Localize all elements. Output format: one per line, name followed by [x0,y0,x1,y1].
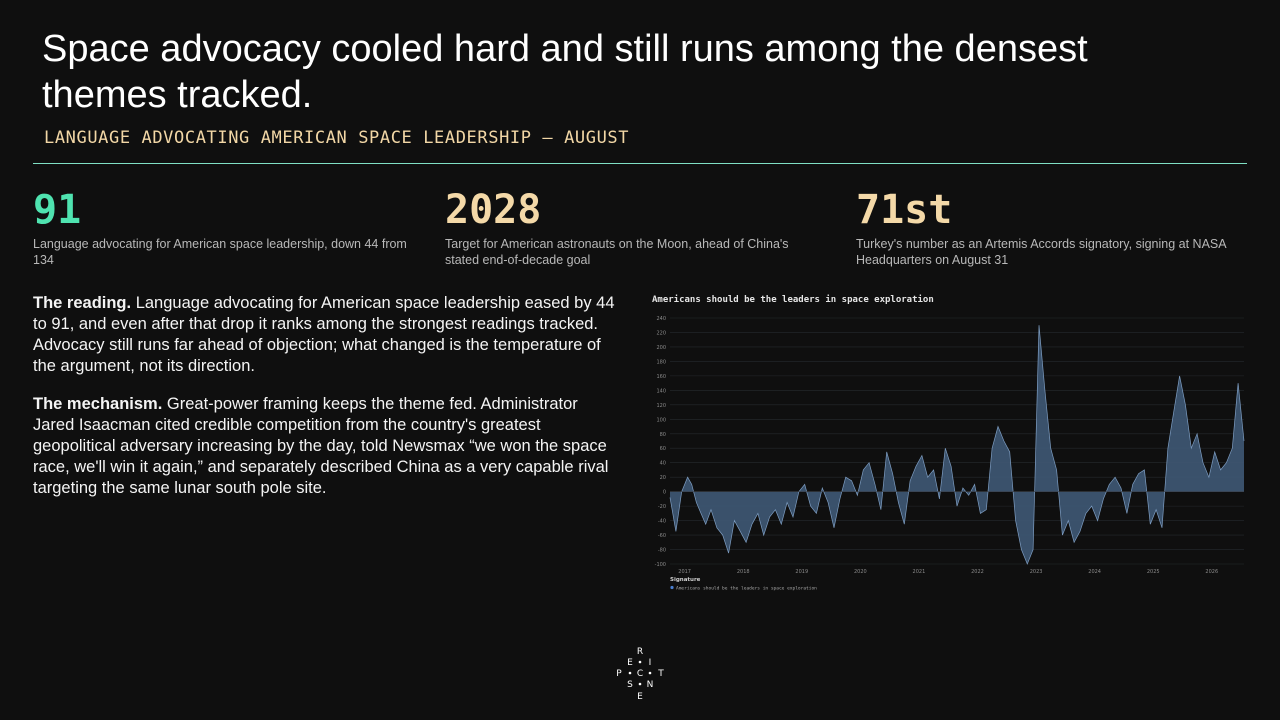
logo-dot [648,671,652,675]
logo-mark: RE IP C TS NE [616,647,664,702]
y-tick-label: 40 [660,461,666,467]
logo-letter: T [657,669,664,679]
page-title: Space advocacy cooled hard and still run… [42,28,1088,116]
page-subtitle: LANGUAGE ADVOCATING AMERICAN SPACE LEADE… [44,128,630,148]
y-tick-label: 120 [656,403,666,409]
area-chart: Americans should be the leaders in space… [652,294,1245,592]
x-tick-label: 2025 [1147,569,1160,575]
stat-value: 2028 [445,187,542,233]
legend-title: Signature [670,577,701,583]
analysis-text: The reading. Language advocating for Ame… [33,293,623,516]
y-tick-label: 220 [656,330,666,336]
x-tick-label: 2022 [971,569,984,575]
series-line [669,325,1245,565]
logo-letter: S [627,680,633,690]
y-tick-label: -100 [655,562,666,568]
y-tick-label: 240 [656,316,666,322]
stat-description: Language advocating for American space l… [33,237,407,267]
y-tick-label: 0 [663,490,666,496]
y-tick-label: 100 [656,417,666,423]
y-tick-label: 200 [656,345,666,351]
stat-block-artemis-signatory: 71st Turkey's number as an Artemis Accor… [856,188,1236,268]
paragraph-lead: The mechanism. [33,395,163,413]
stat-description: Turkey's number as an Artemis Accords si… [856,237,1226,267]
header-divider [33,163,1247,164]
logo-dot [638,682,642,686]
logo-letter: R [637,647,643,657]
series-area [670,325,1244,564]
paragraph-body: Great-power framing keeps the theme fed.… [33,395,609,497]
stat-value: 71st [856,187,953,233]
y-tick-label: -40 [658,519,666,525]
x-tick-label: 2024 [1088,569,1101,575]
y-tick-label: 160 [656,374,666,380]
chart-title: Americans should be the leaders in space… [652,294,934,305]
paragraph-lead: The reading. [33,294,132,312]
y-tick-label: 60 [660,446,666,452]
paragraph-body: Language advocating for American space l… [33,294,615,375]
x-tick-label: 2020 [854,569,867,575]
logo-letter: E [627,658,633,668]
x-tick-label: 2018 [737,569,750,575]
y-tick-label: 180 [656,359,666,365]
y-tick-label: -60 [658,533,666,539]
logo-letter: C [637,669,643,679]
logo-letter: I [649,658,652,668]
chart-container: Americans should be the leaders in space… [648,290,1248,595]
logo-letter: P [616,669,622,679]
x-tick-label: 2026 [1205,569,1218,575]
legend-swatch [670,585,674,590]
y-tick-label: -80 [658,548,666,554]
paragraph-mechanism: The mechanism. Great-power framing keeps… [33,394,623,499]
x-tick-label: 2021 [913,569,926,575]
paragraph-reading: The reading. Language advocating for Ame… [33,293,623,377]
y-tick-label: 80 [660,432,666,438]
logo-dot [638,660,642,664]
logo-dot [628,671,632,675]
x-tick-label: 2019 [795,569,808,575]
stat-value: 91 [33,187,82,233]
x-tick-label: 2017 [678,569,691,575]
stat-block-current-reading: 91 Language advocating for American spac… [33,188,413,268]
y-tick-label: 20 [660,475,666,481]
logo-letter: E [637,692,643,702]
y-tick-label: 140 [656,388,666,394]
x-tick-label: 2023 [1030,569,1043,575]
legend-entry: Americans should be the leaders in space… [676,586,817,592]
y-tick-label: -20 [658,504,666,510]
stat-description: Target for American astronauts on the Mo… [445,237,789,267]
stat-block-moon-target: 2028 Target for American astronauts on t… [445,188,825,268]
logo-letter: N [647,680,654,690]
